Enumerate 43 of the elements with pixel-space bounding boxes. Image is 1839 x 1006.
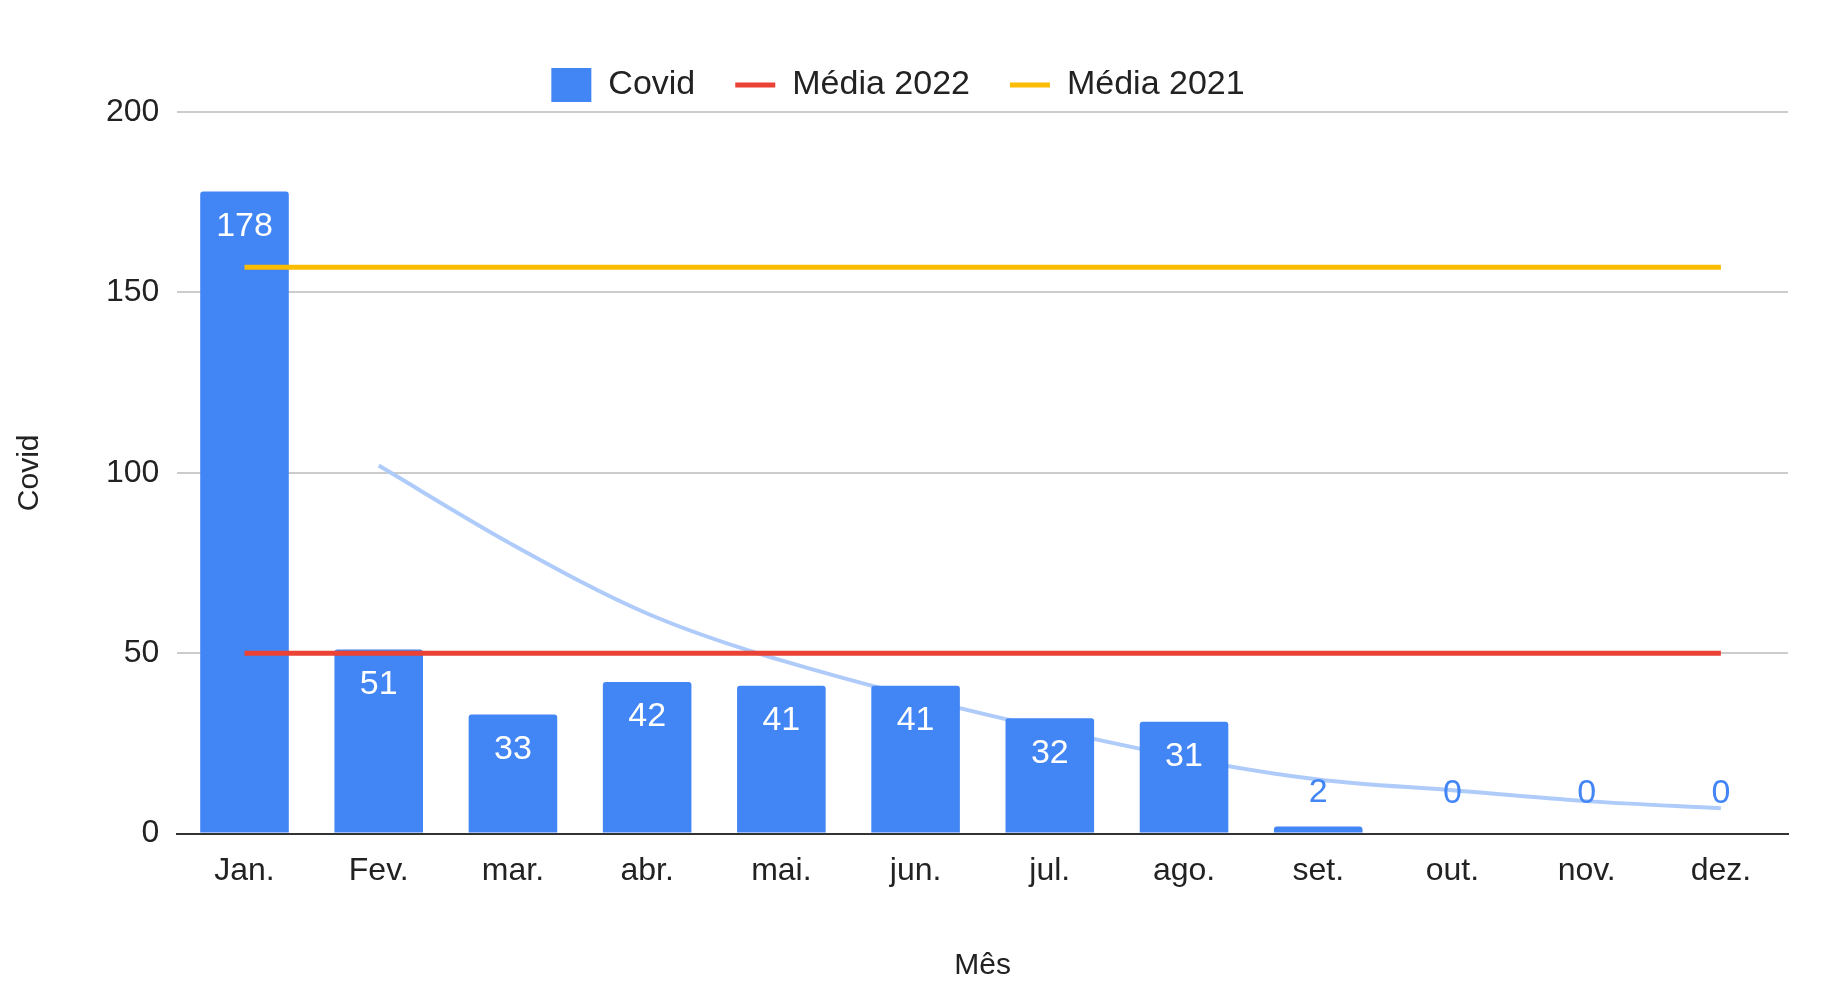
bar <box>871 685 960 833</box>
x-tick-label: ago. <box>1152 850 1216 887</box>
data-label: 0 <box>1711 771 1731 810</box>
bar <box>334 649 424 833</box>
bar <box>1139 721 1229 833</box>
data-label: 178 <box>216 204 273 243</box>
bar <box>602 682 692 833</box>
legend-label: Covid <box>608 63 696 102</box>
x-axis-title: Mês <box>954 947 1012 981</box>
x-tick-label: mar. <box>481 850 545 887</box>
legend-label: Média 2021 <box>1066 63 1245 102</box>
data-label: 42 <box>628 695 667 734</box>
y-tick-label: 150 <box>106 272 160 309</box>
y-tick-label: 200 <box>106 91 160 128</box>
y-tick-label: 0 <box>141 813 160 850</box>
x-tick-label: out. <box>1425 850 1480 887</box>
data-label: 0 <box>1577 771 1597 810</box>
bar <box>200 191 289 833</box>
x-tick-label: dez. <box>1690 850 1752 887</box>
data-label: 0 <box>1443 771 1462 810</box>
y-axis-title: Covid <box>11 434 45 512</box>
data-label: 2 <box>1308 770 1328 809</box>
bar <box>1273 826 1363 833</box>
x-tick-label: set. <box>1292 850 1345 887</box>
y-tick-label: 50 <box>123 633 160 670</box>
x-tick-label: Fev. <box>348 850 409 887</box>
bar <box>468 714 558 833</box>
x-tick-label: nov. <box>1557 850 1616 887</box>
x-tick-label: mai. <box>751 850 812 887</box>
legend-label: Média 2022 <box>792 63 970 102</box>
data-label: 51 <box>359 662 398 701</box>
x-tick-label: Jan. <box>214 850 275 887</box>
x-tick-label: jul. <box>1028 850 1071 887</box>
data-label: 41 <box>762 699 801 738</box>
data-label: 41 <box>896 699 935 738</box>
y-tick-label: 100 <box>106 452 160 489</box>
x-tick-label: jun. <box>888 850 942 887</box>
x-tick-label: abr. <box>620 850 674 887</box>
bar <box>1005 718 1095 833</box>
data-label: 32 <box>1030 731 1069 770</box>
bar <box>737 685 826 833</box>
data-label: 31 <box>1165 735 1203 774</box>
data-label: 33 <box>494 727 532 766</box>
